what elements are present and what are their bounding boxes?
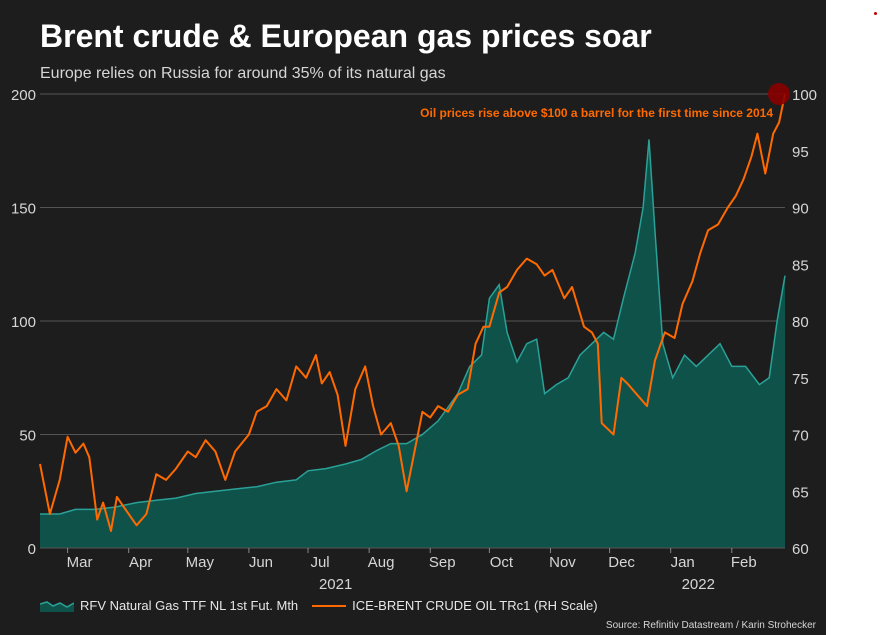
left-tick-label: 100 — [11, 314, 36, 331]
chart-legend: RFV Natural Gas TTF NL 1st Fut. Mth ICE-… — [40, 598, 612, 613]
legend-gas-label: RFV Natural Gas TTF NL 1st Fut. Mth — [80, 598, 299, 613]
chart-plot: 0 50 100 150 200 60 65 70 75 80 85 90 95 100 Mar Apr May… — [11, 83, 817, 593]
month-label: Aug — [368, 554, 395, 571]
right-tick-label: 70 — [792, 428, 809, 445]
legend-item-gas: RFV Natural Gas TTF NL 1st Fut. Mth — [40, 598, 298, 613]
right-tick-label: 75 — [792, 371, 809, 388]
month-label: Oct — [490, 554, 514, 571]
year-label: 2022 — [682, 576, 715, 593]
left-tick-label: 50 — [19, 428, 36, 445]
right-tick-label: 95 — [792, 144, 809, 161]
month-label: Sep — [429, 554, 456, 571]
annotation-text: Oil prices rise above $100 a barrel for … — [420, 106, 773, 120]
axes: 0 50 100 150 200 60 65 70 75 80 85 90 95 100 Mar Apr May… — [11, 87, 817, 593]
month-label: Dec — [608, 554, 635, 571]
month-label: Mar — [67, 554, 93, 571]
right-tick-label: 85 — [792, 257, 809, 274]
month-label: May — [186, 554, 215, 571]
right-tick-label: 65 — [792, 484, 809, 501]
month-label: Nov — [549, 554, 576, 571]
month-label: Jun — [249, 554, 273, 571]
series-layer — [39, 93, 786, 548]
oil-swatch-icon — [312, 604, 347, 607]
left-tick-label: 0 — [28, 541, 36, 558]
gas-line — [40, 139, 786, 515]
left-tick-label: 150 — [11, 201, 36, 218]
month-label: Feb — [731, 554, 757, 571]
chart-title: Brent crude & European gas prices soar — [40, 18, 652, 54]
source-credit: Source: Refinitiv Datastream / Karin Str… — [605, 620, 816, 631]
legend-item-oil: ICE-BRENT CRUDE OIL TRc1 (RH Scale) — [312, 598, 598, 613]
month-label: Jan — [671, 554, 695, 571]
month-label: Jul — [310, 554, 329, 571]
gas-area — [40, 139, 785, 548]
red-dot-mark — [874, 12, 877, 15]
right-tick-label: 90 — [792, 201, 809, 218]
peak-marker — [768, 83, 790, 105]
chart-subtitle: Europe relies on Russia for around 35% o… — [40, 65, 446, 82]
legend-oil-label: ICE-BRENT CRUDE OIL TRc1 (RH Scale) — [352, 598, 598, 613]
right-tick-label: 60 — [792, 541, 809, 558]
gas-swatch-icon — [40, 600, 74, 612]
month-label: Apr — [129, 554, 152, 571]
annotation-layer: Oil prices rise above $100 a barrel for … — [420, 83, 790, 120]
left-tick-label: 200 — [11, 87, 36, 104]
year-label: 2021 — [319, 576, 352, 593]
oil-line — [39, 93, 786, 532]
chart-panel: Brent crude & European gas prices soar E… — [0, 0, 826, 635]
right-tick-label: 80 — [792, 314, 809, 331]
right-tick-label: 100 — [792, 87, 817, 104]
